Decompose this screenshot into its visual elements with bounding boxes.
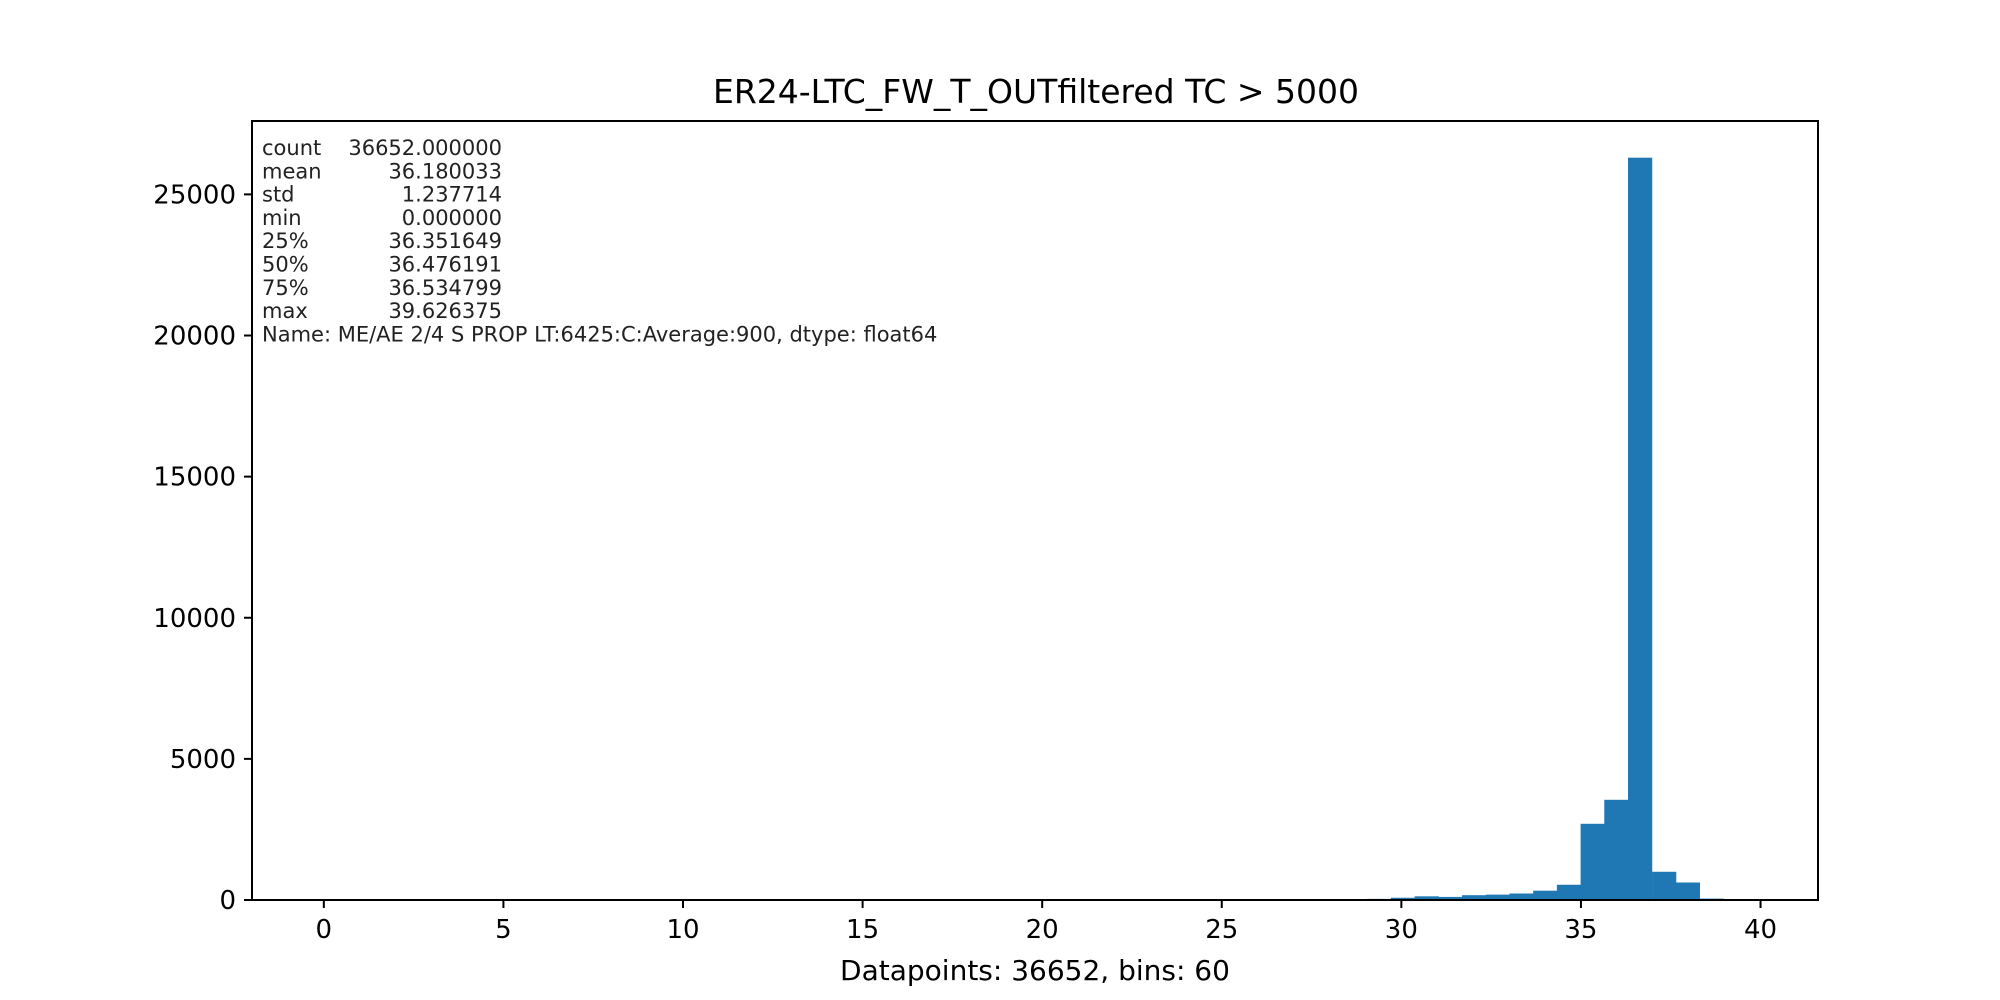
histogram-bar-9	[1580, 823, 1605, 900]
stat-footer: Name: ME/AE 2/4 S PROP LT:6425:C:Average…	[262, 322, 937, 346]
stat-value-std: 1.237714	[402, 183, 502, 207]
y-tick-label-5: 25000	[153, 180, 236, 210]
x-tick-label-4: 20	[1026, 915, 1059, 945]
y-tick-label-2: 10000	[153, 604, 236, 634]
y-tick-label-4: 20000	[153, 322, 236, 352]
stat-label-50pct: 50%	[262, 253, 309, 277]
x-tick-label-1: 5	[495, 915, 512, 945]
stat-value-min: 0.000000	[402, 206, 502, 230]
stat-label-max: max	[262, 299, 308, 323]
histogram-bar-12	[1652, 871, 1677, 900]
y-tick-label-0: 0	[219, 886, 236, 916]
histogram-bar-13	[1675, 882, 1700, 900]
y-tick-label-1: 5000	[170, 745, 236, 775]
histogram-bar-7	[1533, 890, 1558, 900]
x-axis: 0 5 10 15 20 25 30 35 40	[316, 900, 1777, 945]
histogram-bar-10	[1604, 799, 1629, 900]
stat-label-mean: mean	[262, 159, 322, 183]
stat-label-75pct: 75%	[262, 276, 309, 300]
stats-annotation: count 36652.000000 mean 36.180033 std 1.23771…	[262, 136, 937, 346]
histogram-bar-4	[1462, 895, 1487, 900]
x-tick-label-8: 40	[1744, 915, 1777, 945]
stat-value-25pct: 36.351649	[388, 229, 502, 253]
stat-value-max: 39.626375	[388, 299, 502, 323]
x-tick-label-6: 30	[1385, 915, 1418, 945]
histogram-bar-8	[1556, 884, 1582, 900]
histogram-bar-3	[1438, 896, 1463, 900]
x-tick-label-7: 35	[1564, 915, 1597, 945]
stat-value-50pct: 36.476191	[388, 253, 502, 277]
stat-value-count: 36652.000000	[348, 136, 502, 160]
histogram-bar-6	[1509, 893, 1534, 900]
x-tick-label-0: 0	[316, 915, 333, 945]
histogram-bar-11	[1628, 157, 1653, 900]
stat-value-75pct: 36.534799	[388, 276, 502, 300]
y-tick-label-3: 15000	[153, 463, 236, 493]
x-tick-label-3: 15	[846, 915, 879, 945]
y-axis: 0 5000 10000 15000 20000 25000	[153, 180, 252, 916]
x-axis-label: Datapoints: 36652, bins: 60	[840, 954, 1230, 987]
stat-label-std: std	[262, 183, 295, 207]
x-tick-label-2: 10	[666, 915, 699, 945]
plot-frame	[251, 120, 1819, 901]
plot-area	[252, 121, 1818, 900]
stat-label-count: count	[262, 136, 321, 160]
histogram-bar-1	[1390, 897, 1416, 900]
histogram-bars	[1367, 157, 1724, 900]
stat-label-min: min	[262, 206, 302, 230]
chart-title: ER24-LTC_FW_T_OUTfiltered TC > 5000	[713, 72, 1359, 111]
histogram-bar-5	[1485, 894, 1510, 900]
histogram-bar-2	[1414, 896, 1439, 900]
stat-label-25pct: 25%	[262, 229, 309, 253]
stat-value-mean: 36.180033	[388, 159, 502, 183]
x-tick-label-5: 25	[1205, 915, 1238, 945]
